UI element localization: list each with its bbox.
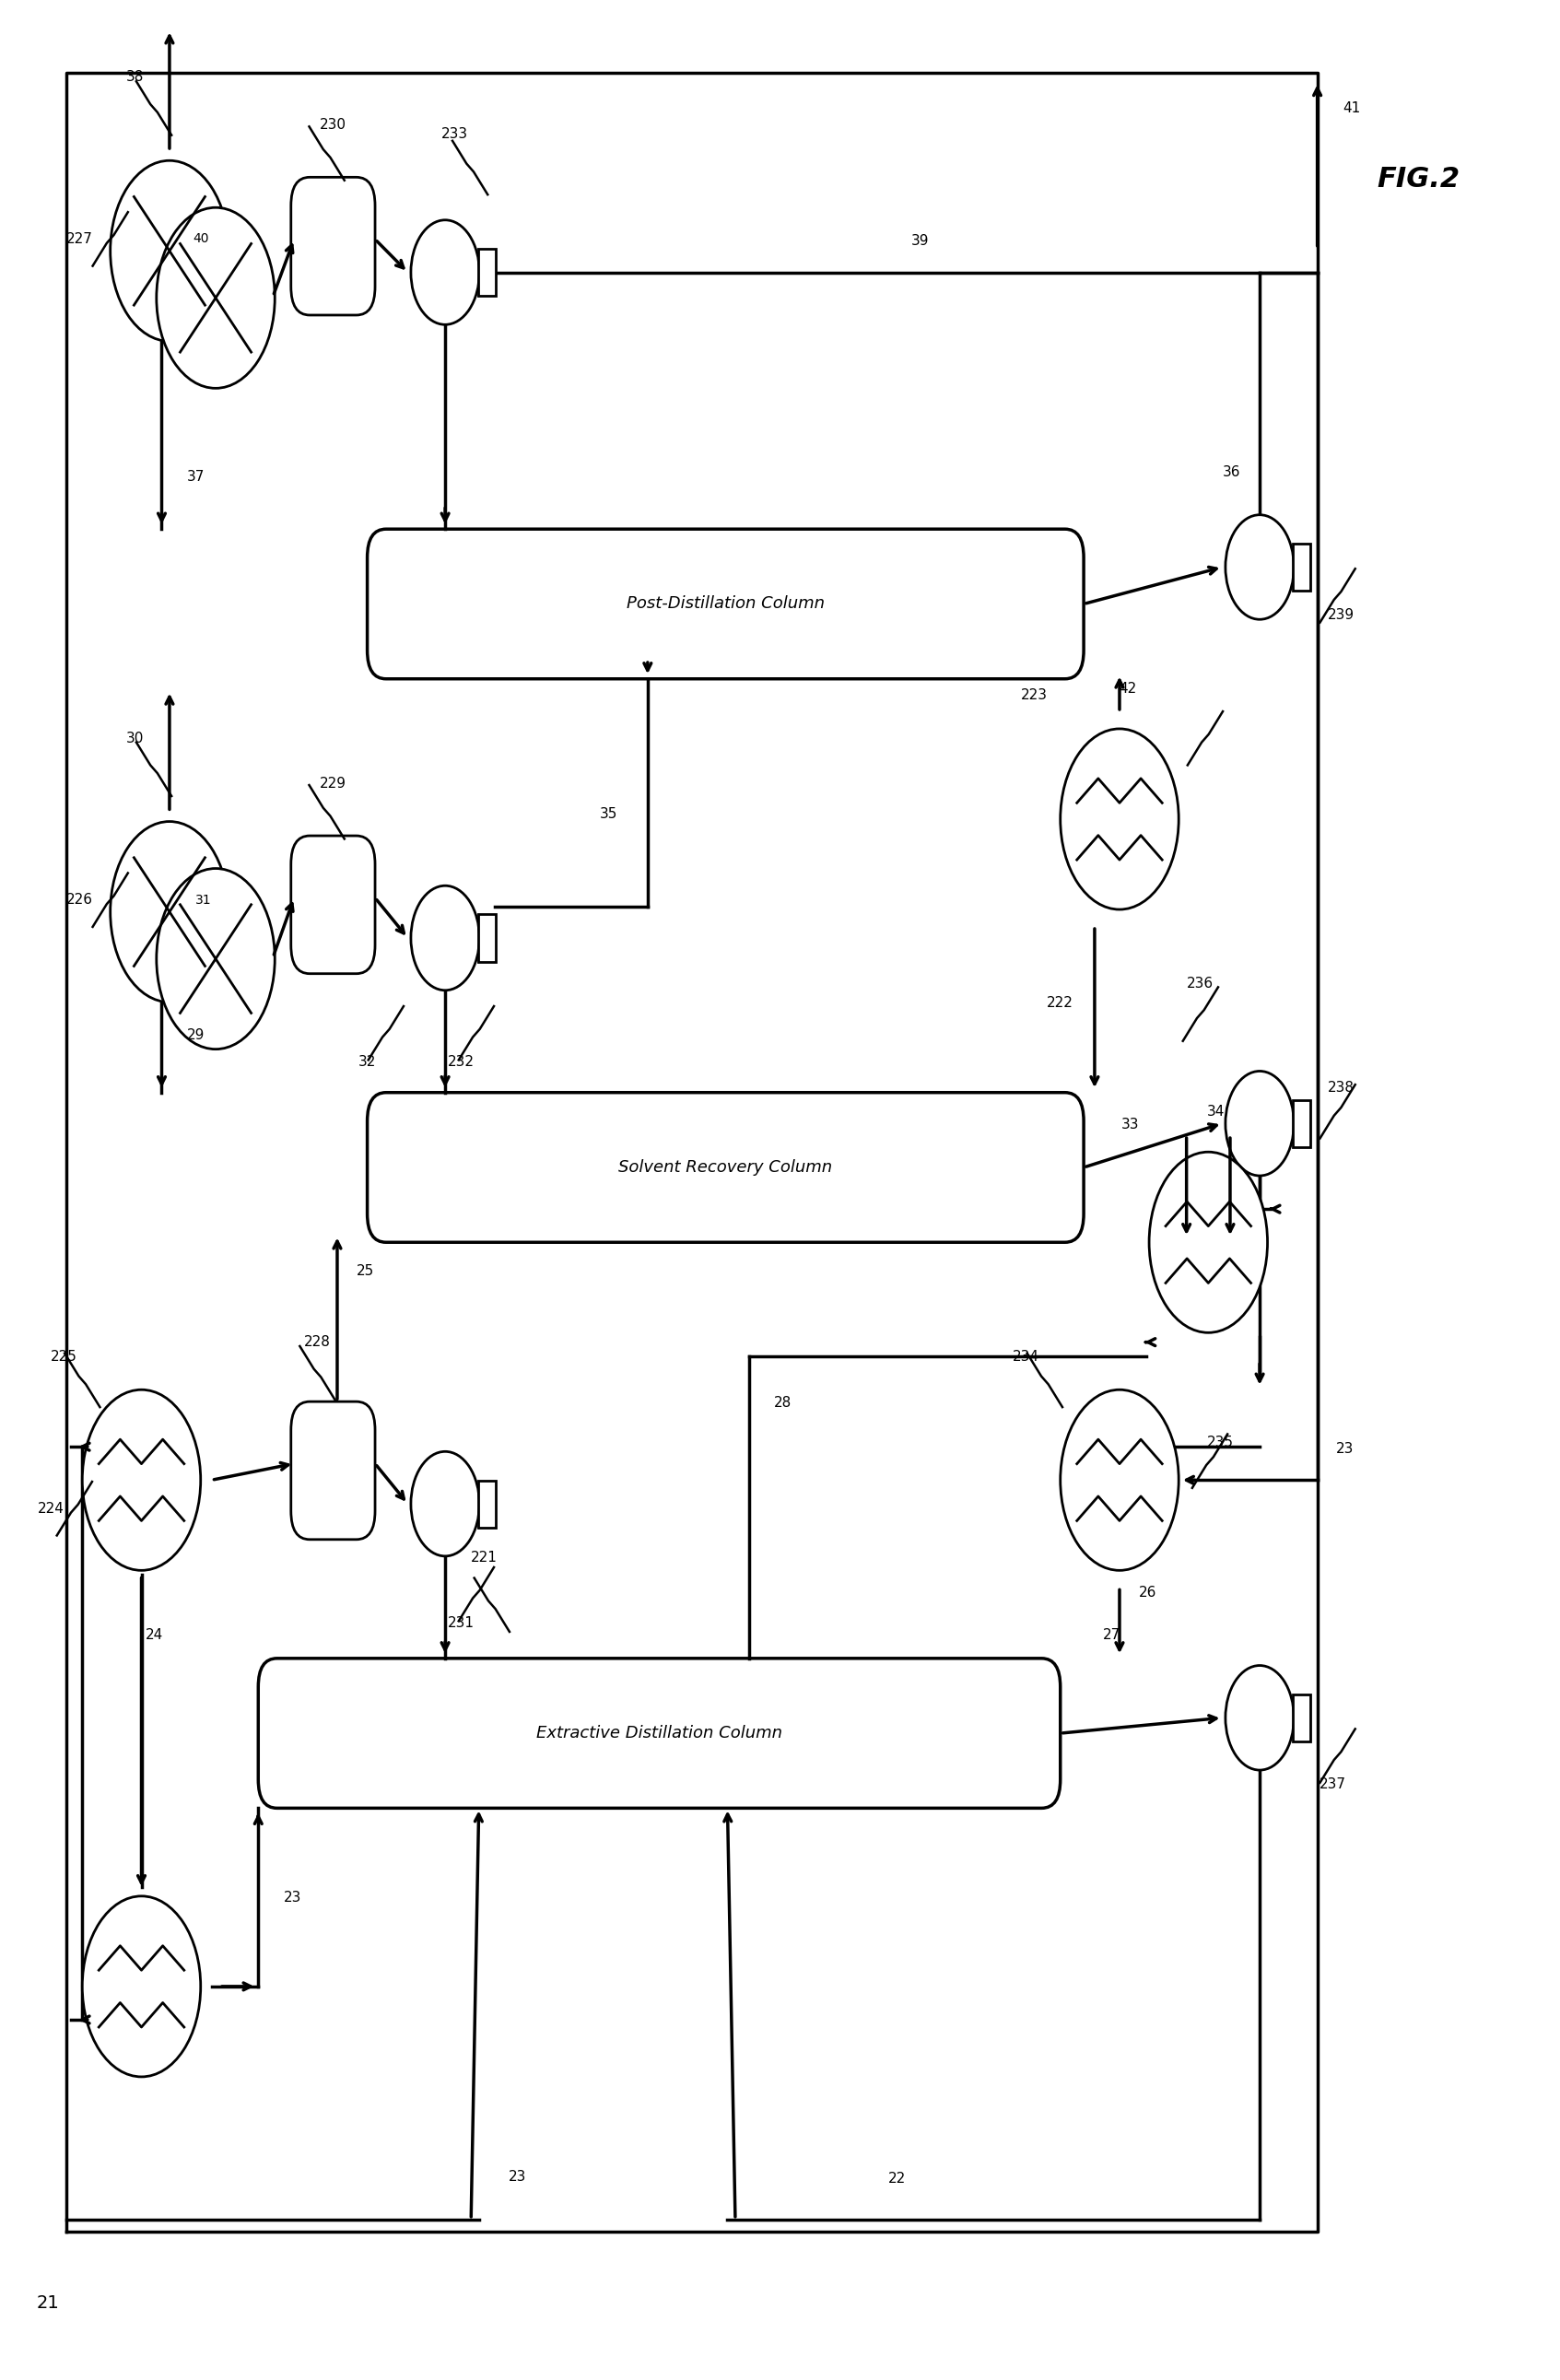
Text: 41: 41 xyxy=(1343,102,1360,114)
Text: 222: 222 xyxy=(1047,997,1073,1009)
Text: 24: 24 xyxy=(145,1628,162,1642)
Circle shape xyxy=(1226,1071,1293,1176)
Bar xyxy=(477,1480,496,1528)
FancyBboxPatch shape xyxy=(367,528,1084,678)
Text: 33: 33 xyxy=(1122,1119,1139,1130)
FancyBboxPatch shape xyxy=(292,835,374,973)
Text: 27: 27 xyxy=(1103,1628,1120,1642)
Text: 237: 237 xyxy=(1320,1778,1346,1792)
Text: 226: 226 xyxy=(66,892,92,907)
Text: 224: 224 xyxy=(37,1502,64,1516)
Text: 229: 229 xyxy=(320,776,346,790)
Text: 221: 221 xyxy=(471,1549,498,1564)
Text: 30: 30 xyxy=(126,731,144,745)
Text: 22: 22 xyxy=(888,2173,906,2185)
Text: 235: 235 xyxy=(1207,1435,1234,1449)
Text: Extractive Distillation Column: Extractive Distillation Column xyxy=(537,1726,782,1742)
Text: 231: 231 xyxy=(448,1616,474,1630)
Circle shape xyxy=(111,159,229,340)
Circle shape xyxy=(1150,1152,1267,1333)
Circle shape xyxy=(410,885,479,990)
FancyBboxPatch shape xyxy=(292,1402,374,1540)
Text: 232: 232 xyxy=(448,1054,474,1069)
Text: 37: 37 xyxy=(187,469,204,483)
Text: 228: 228 xyxy=(304,1335,331,1349)
Text: 28: 28 xyxy=(774,1397,792,1409)
FancyBboxPatch shape xyxy=(259,1659,1061,1809)
Bar xyxy=(1292,1695,1310,1742)
Text: 36: 36 xyxy=(1223,464,1240,478)
Circle shape xyxy=(111,821,229,1002)
Circle shape xyxy=(410,219,479,324)
Text: 23: 23 xyxy=(509,2171,527,2182)
Text: 239: 239 xyxy=(1328,607,1354,621)
Text: 223: 223 xyxy=(1020,688,1047,702)
Text: 32: 32 xyxy=(359,1054,376,1069)
Circle shape xyxy=(83,1390,201,1571)
Text: 35: 35 xyxy=(599,807,618,821)
Text: 238: 238 xyxy=(1328,1081,1354,1095)
Text: 23: 23 xyxy=(284,1890,301,1904)
Text: 42: 42 xyxy=(1119,681,1136,695)
Bar xyxy=(477,914,496,962)
Circle shape xyxy=(1226,514,1293,619)
Text: 26: 26 xyxy=(1139,1585,1156,1599)
Text: 34: 34 xyxy=(1207,1104,1225,1119)
Circle shape xyxy=(410,1452,479,1557)
Text: 227: 227 xyxy=(66,233,92,245)
Text: 40: 40 xyxy=(192,233,209,245)
Text: 234: 234 xyxy=(1012,1349,1039,1364)
Text: 21: 21 xyxy=(36,2294,59,2311)
Circle shape xyxy=(1226,1666,1293,1771)
FancyBboxPatch shape xyxy=(292,176,374,314)
FancyBboxPatch shape xyxy=(367,1092,1084,1242)
Text: 25: 25 xyxy=(356,1264,374,1278)
Text: 225: 225 xyxy=(50,1349,76,1364)
Text: 31: 31 xyxy=(195,892,212,907)
Text: 236: 236 xyxy=(1187,976,1214,990)
Text: 38: 38 xyxy=(126,71,144,83)
Text: 23: 23 xyxy=(1337,1442,1354,1457)
Circle shape xyxy=(156,207,275,388)
Circle shape xyxy=(156,869,275,1050)
Circle shape xyxy=(83,1897,201,2078)
Bar xyxy=(1292,1100,1310,1147)
Circle shape xyxy=(1061,728,1179,909)
Text: 39: 39 xyxy=(911,236,930,248)
Text: 230: 230 xyxy=(320,119,346,131)
Text: FIG.2: FIG.2 xyxy=(1377,167,1460,193)
Text: Post-Distillation Column: Post-Distillation Column xyxy=(627,595,825,612)
Bar xyxy=(1292,543,1310,590)
Bar xyxy=(477,250,496,295)
Text: 233: 233 xyxy=(441,129,468,140)
Circle shape xyxy=(1061,1390,1179,1571)
Text: 29: 29 xyxy=(187,1028,204,1042)
Text: Solvent Recovery Column: Solvent Recovery Column xyxy=(619,1159,833,1176)
